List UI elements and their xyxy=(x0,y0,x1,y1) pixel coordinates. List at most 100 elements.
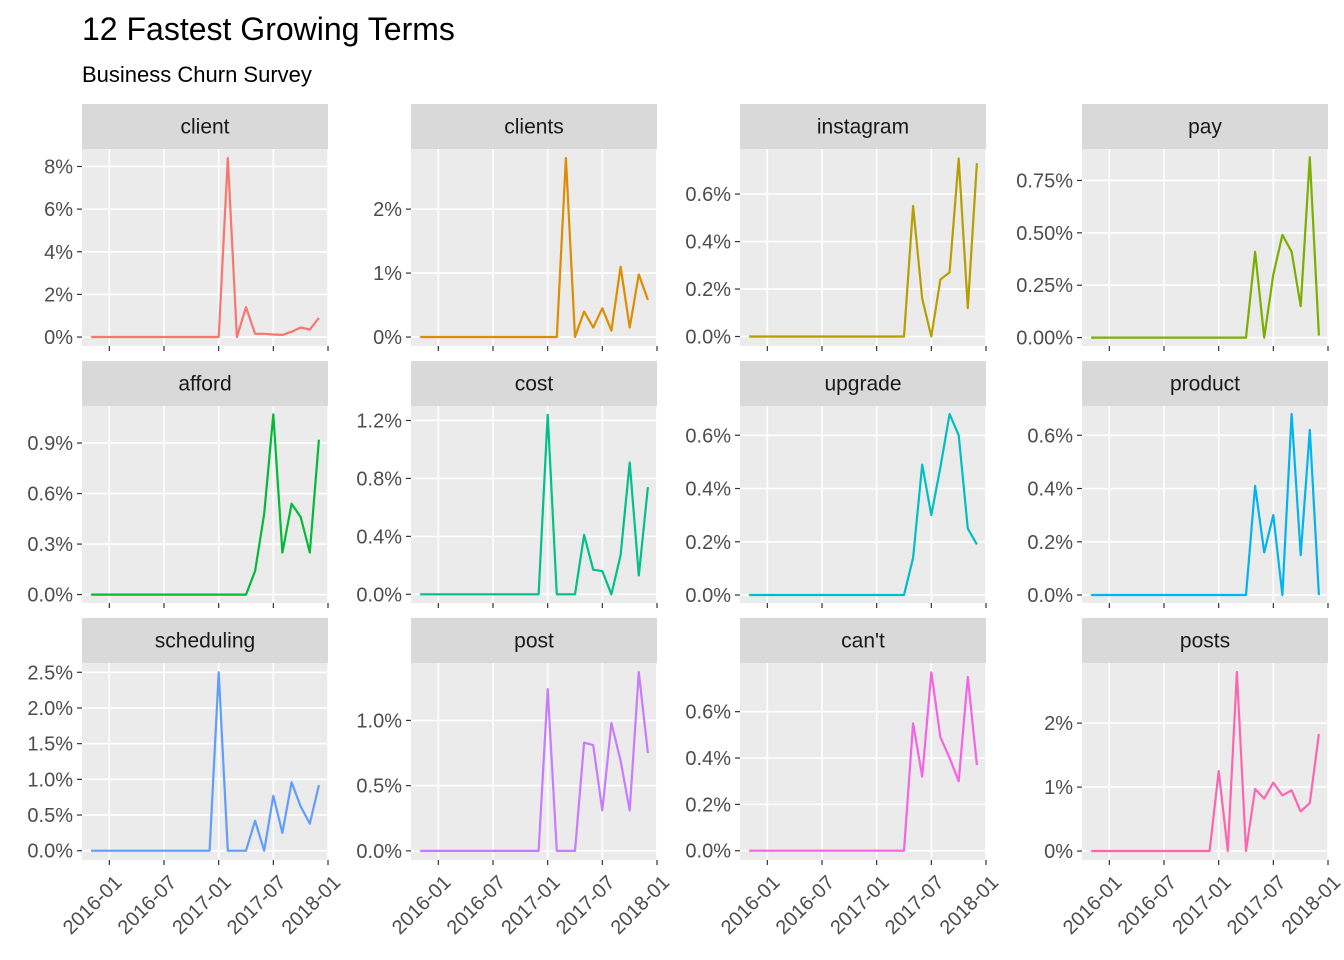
strip xyxy=(1082,361,1328,406)
chart-title: 12 Fastest Growing Terms xyxy=(82,11,455,47)
panel xyxy=(411,406,657,603)
strip-label: scheduling xyxy=(155,630,255,653)
y-tick-label: 2% xyxy=(1044,713,1073,735)
x-tick-label: 2016-07 xyxy=(1114,872,1181,939)
data-line xyxy=(420,413,649,596)
x-tick-label: 2018-01 xyxy=(936,872,1003,939)
panel xyxy=(1082,663,1328,860)
y-tick-label: 0.4% xyxy=(356,526,402,548)
x-tick-label: 2017-07 xyxy=(223,872,290,939)
y-tick-label: 0.2% xyxy=(685,279,731,301)
panel xyxy=(411,149,657,346)
x-tick-label: 2016-01 xyxy=(717,872,784,939)
y-tick-label: 1% xyxy=(373,263,402,285)
panel xyxy=(740,149,986,346)
strip-label: clients xyxy=(504,116,564,139)
y-tick-label: 0.2% xyxy=(1027,532,1073,554)
y-tick-label: 0.2% xyxy=(685,532,731,554)
strip-label: posts xyxy=(1180,630,1230,653)
data-line xyxy=(1091,412,1320,597)
x-tick-label: 2016-01 xyxy=(388,872,455,939)
y-tick-label: 0.4% xyxy=(685,232,731,254)
data-line xyxy=(749,157,978,338)
panel xyxy=(411,663,657,860)
strip-label: product xyxy=(1170,373,1240,396)
y-tick-label: 2% xyxy=(373,199,402,221)
y-tick-label: 1% xyxy=(1044,777,1073,799)
strip xyxy=(740,618,986,663)
y-tick-label: 0.25% xyxy=(1016,275,1073,297)
strip xyxy=(82,361,328,406)
y-tick-label: 0.8% xyxy=(356,468,402,490)
y-tick-label: 0.0% xyxy=(1027,585,1073,607)
x-tick-label: 2018-01 xyxy=(1278,872,1344,939)
panel xyxy=(82,663,328,860)
strip xyxy=(411,618,657,663)
chart-subtitle: Business Churn Survey xyxy=(82,62,312,87)
strip xyxy=(411,361,657,406)
data-line xyxy=(1091,156,1320,339)
data-line xyxy=(420,156,649,339)
strip xyxy=(740,361,986,406)
y-tick-label: 0.4% xyxy=(685,479,731,501)
y-tick-label: 0.0% xyxy=(685,585,731,607)
x-tick-label: 2017-07 xyxy=(881,872,948,939)
y-tick-label: 0.6% xyxy=(685,184,731,206)
strip xyxy=(82,618,328,663)
y-tick-label: 0.0% xyxy=(685,841,731,863)
y-tick-label: 0.0% xyxy=(27,841,73,863)
y-tick-label: 0.3% xyxy=(27,534,73,556)
x-tick-label: 2017-07 xyxy=(1223,872,1290,939)
y-tick-label: 0.6% xyxy=(27,484,73,506)
y-tick-label: 0% xyxy=(44,327,73,349)
data-line xyxy=(91,156,320,339)
y-tick-label: 2% xyxy=(44,284,73,306)
y-tick-label: 0.2% xyxy=(685,794,731,816)
x-tick-label: 2017-01 xyxy=(1168,872,1235,939)
data-line xyxy=(749,671,978,852)
y-tick-label: 0.0% xyxy=(27,585,73,607)
strip xyxy=(411,104,657,149)
y-tick-label: 0.5% xyxy=(27,805,73,827)
strip-label: can't xyxy=(841,630,885,653)
y-tick-label: 0.9% xyxy=(27,433,73,455)
x-tick-label: 2018-01 xyxy=(278,872,345,939)
strip-label: upgrade xyxy=(824,373,901,396)
y-tick-label: 2.0% xyxy=(27,698,73,720)
y-tick-label: 1.0% xyxy=(356,710,402,732)
y-tick-label: 0.6% xyxy=(1027,425,1073,447)
x-tick-label: 2017-01 xyxy=(497,872,564,939)
y-tick-label: 0.4% xyxy=(1027,479,1073,501)
x-tick-label: 2017-01 xyxy=(826,872,893,939)
x-tick-label: 2016-01 xyxy=(59,872,126,939)
y-tick-label: 0.6% xyxy=(685,425,731,447)
strip-label: instagram xyxy=(817,116,909,139)
strip xyxy=(1082,618,1328,663)
strip-label: cost xyxy=(515,373,554,396)
y-tick-label: 1.2% xyxy=(356,410,402,432)
x-tick-label: 2016-07 xyxy=(443,872,510,939)
y-tick-label: 0.4% xyxy=(685,748,731,770)
x-tick-label: 2018-01 xyxy=(607,872,674,939)
y-tick-label: 0% xyxy=(1044,841,1073,863)
y-tick-label: 0.00% xyxy=(1016,328,1073,350)
y-tick-label: 4% xyxy=(44,242,73,264)
panel xyxy=(740,663,986,860)
data-line xyxy=(91,413,320,596)
panel xyxy=(1082,149,1328,346)
data-line xyxy=(91,671,320,852)
strip-label: post xyxy=(514,630,554,653)
x-tick-label: 2016-07 xyxy=(114,872,181,939)
panel xyxy=(82,149,328,346)
strip xyxy=(82,104,328,149)
y-tick-label: 0.0% xyxy=(356,841,402,863)
data-line xyxy=(1091,670,1320,853)
y-tick-label: 0.5% xyxy=(356,776,402,798)
x-tick-label: 2017-07 xyxy=(552,872,619,939)
strip-label: pay xyxy=(1188,116,1222,139)
x-tick-label: 2017-01 xyxy=(168,872,235,939)
y-tick-label: 0.0% xyxy=(356,584,402,606)
x-tick-label: 2016-07 xyxy=(772,872,839,939)
x-tick-label: 2016-01 xyxy=(1059,872,1126,939)
